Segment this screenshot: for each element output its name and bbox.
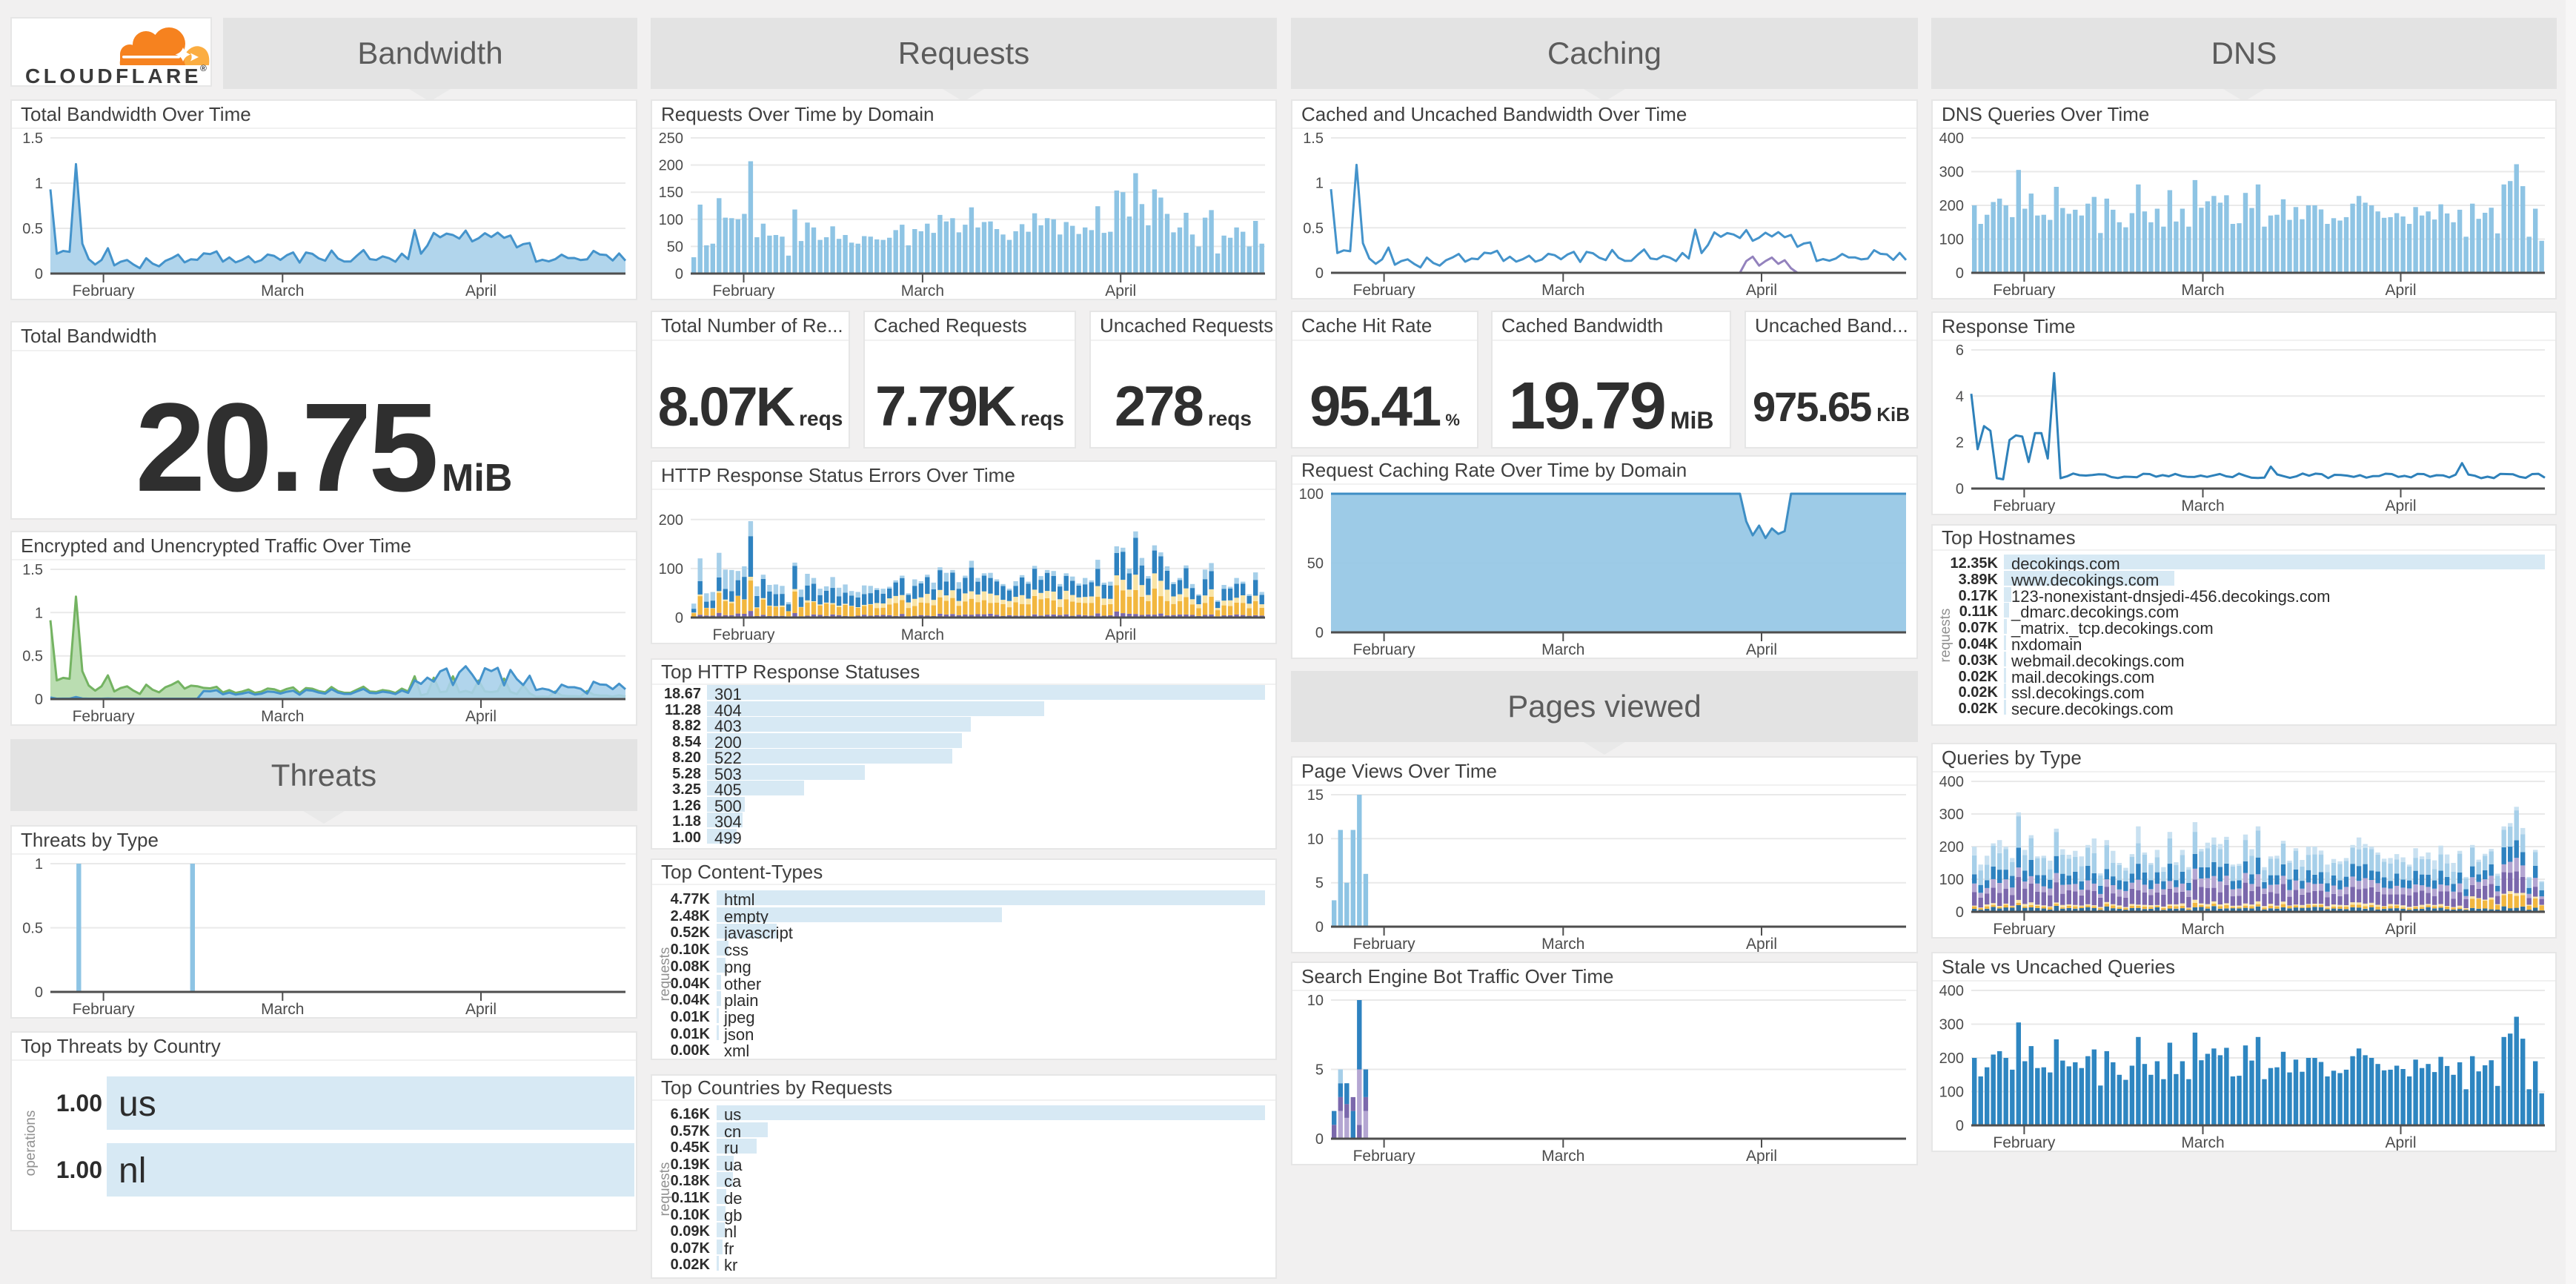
svg-text:April: April xyxy=(1746,936,1777,953)
svg-text:April: April xyxy=(465,708,497,725)
svg-text:February: February xyxy=(73,1001,136,1018)
svg-text:February: February xyxy=(73,282,136,300)
svg-text:6: 6 xyxy=(1956,342,1964,359)
svg-text:April: April xyxy=(465,282,497,300)
svg-text:1: 1 xyxy=(35,605,43,621)
svg-text:February: February xyxy=(1353,282,1416,299)
svg-text:300: 300 xyxy=(1939,807,1964,823)
svg-text:March: March xyxy=(2181,1134,2224,1151)
svg-text:March: March xyxy=(261,1001,304,1018)
svg-text:March: March xyxy=(261,708,304,725)
svg-text:February: February xyxy=(1993,1134,2056,1151)
svg-text:March: March xyxy=(1541,1148,1584,1165)
svg-text:0: 0 xyxy=(1315,919,1324,936)
svg-text:100: 100 xyxy=(1939,872,1964,888)
svg-text:1: 1 xyxy=(35,856,43,873)
svg-text:300: 300 xyxy=(1939,165,1964,181)
svg-text:0.5: 0.5 xyxy=(22,221,43,237)
svg-text:15: 15 xyxy=(1307,787,1324,804)
svg-text:200: 200 xyxy=(1939,198,1964,214)
svg-text:250: 250 xyxy=(659,130,683,147)
svg-text:0: 0 xyxy=(1956,1118,1964,1134)
svg-text:0: 0 xyxy=(1315,625,1324,641)
svg-text:100: 100 xyxy=(1299,486,1324,503)
svg-text:February: February xyxy=(1353,1148,1416,1165)
svg-text:0: 0 xyxy=(35,266,43,282)
svg-text:April: April xyxy=(2385,1134,2416,1151)
svg-text:400: 400 xyxy=(1939,774,1964,790)
svg-text:1.5: 1.5 xyxy=(1303,130,1324,147)
svg-text:10: 10 xyxy=(1307,993,1324,1009)
svg-text:1: 1 xyxy=(1315,176,1324,192)
svg-text:0: 0 xyxy=(1315,265,1324,282)
svg-text:March: March xyxy=(2181,921,2224,938)
svg-text:0: 0 xyxy=(1956,265,1964,282)
svg-text:0: 0 xyxy=(1315,1131,1324,1148)
svg-text:200: 200 xyxy=(1939,1050,1964,1067)
svg-text:February: February xyxy=(712,626,775,643)
svg-text:1.5: 1.5 xyxy=(22,130,43,147)
svg-text:10: 10 xyxy=(1307,831,1324,847)
svg-text:1.5: 1.5 xyxy=(22,562,43,578)
svg-text:March: March xyxy=(2181,497,2224,514)
svg-text:50: 50 xyxy=(667,239,683,255)
svg-text:100: 100 xyxy=(659,212,683,228)
svg-text:0.5: 0.5 xyxy=(22,921,43,937)
svg-text:March: March xyxy=(1541,936,1584,953)
svg-text:February: February xyxy=(1993,921,2056,938)
svg-text:®: ® xyxy=(200,63,207,73)
svg-text:50: 50 xyxy=(1307,556,1324,572)
svg-text:200: 200 xyxy=(1939,839,1964,856)
svg-text:March: March xyxy=(2181,282,2224,299)
svg-text:5: 5 xyxy=(1315,876,1324,892)
svg-text:1: 1 xyxy=(35,176,43,192)
svg-text:April: April xyxy=(1746,1148,1777,1165)
svg-text:April: April xyxy=(465,1001,497,1018)
svg-text:April: April xyxy=(1746,641,1777,658)
svg-text:0: 0 xyxy=(1956,481,1964,497)
svg-text:0: 0 xyxy=(675,266,683,282)
svg-text:0: 0 xyxy=(35,984,43,1001)
svg-text:April: April xyxy=(1105,626,1136,643)
svg-text:300: 300 xyxy=(1939,1017,1964,1033)
svg-text:February: February xyxy=(712,282,775,300)
svg-text:200: 200 xyxy=(659,512,683,529)
svg-text:April: April xyxy=(2385,282,2416,299)
svg-text:100: 100 xyxy=(1939,232,1964,248)
svg-text:March: March xyxy=(1541,282,1584,299)
svg-text:February: February xyxy=(1993,282,2056,299)
svg-text:400: 400 xyxy=(1939,130,1964,147)
svg-text:0: 0 xyxy=(675,610,683,626)
svg-text:March: March xyxy=(261,282,304,300)
svg-text:4: 4 xyxy=(1956,388,1964,405)
svg-text:0: 0 xyxy=(35,692,43,708)
svg-text:150: 150 xyxy=(659,185,683,201)
svg-text:March: March xyxy=(901,626,944,643)
svg-text:5: 5 xyxy=(1315,1062,1324,1079)
svg-text:400: 400 xyxy=(1939,983,1964,999)
svg-text:April: April xyxy=(2385,497,2416,514)
svg-text:April: April xyxy=(1105,282,1136,300)
svg-text:200: 200 xyxy=(659,158,683,174)
svg-text:February: February xyxy=(73,708,136,725)
svg-text:0: 0 xyxy=(1956,904,1964,921)
svg-text:February: February xyxy=(1993,497,2056,514)
svg-text:100: 100 xyxy=(1939,1085,1964,1101)
svg-text:0.5: 0.5 xyxy=(1303,220,1324,236)
svg-text:April: April xyxy=(1746,282,1777,299)
svg-text:2: 2 xyxy=(1956,435,1964,451)
svg-text:100: 100 xyxy=(659,561,683,578)
svg-text:March: March xyxy=(1541,641,1584,658)
svg-text:0.5: 0.5 xyxy=(22,649,43,665)
svg-text:February: February xyxy=(1353,936,1416,953)
svg-text:February: February xyxy=(1353,641,1416,658)
svg-text:CLOUDFLARE: CLOUDFLARE xyxy=(25,64,202,85)
svg-text:April: April xyxy=(2385,921,2416,938)
svg-text:March: March xyxy=(901,282,944,300)
